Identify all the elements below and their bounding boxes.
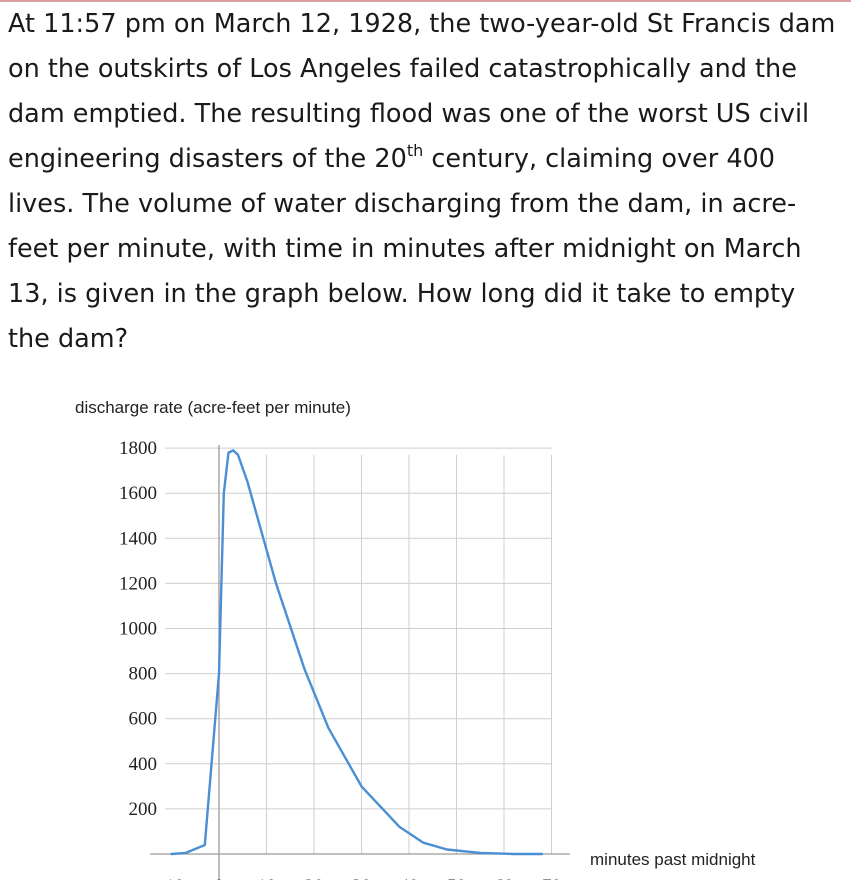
problem-text-part2: century, claiming over 400 lives. The vo… <box>8 144 802 354</box>
problem-text: At 11:57 pm on March 12, 1928, the two-y… <box>8 2 838 362</box>
y-tick-label: 1400 <box>119 528 157 549</box>
problem-text-part1: At 11:57 pm on March 12, 1928, the two-y… <box>8 9 836 174</box>
y-axis-title: discharge rate (acre-feet per minute) <box>75 398 351 417</box>
x-tick-label: 40 <box>400 876 419 880</box>
discharge-series-line <box>170 449 544 856</box>
y-tick-label: 800 <box>129 664 158 685</box>
x-tick-label: 70 <box>542 876 561 880</box>
x-tick-label: 10 <box>257 876 276 880</box>
y-tick-label: 600 <box>129 709 158 730</box>
y-tick-label: 400 <box>129 754 158 775</box>
x-axis-title: minutes past midnight <box>590 850 756 869</box>
y-tick-label: 1200 <box>119 573 157 594</box>
y-tick-label: 1000 <box>119 619 157 640</box>
x-tick-label: 20 <box>305 876 324 880</box>
x-tick-label: 0 <box>214 876 224 880</box>
top-border <box>0 0 851 2</box>
x-tick-label: 60 <box>495 876 514 880</box>
x-tick-label: 30 <box>352 876 371 880</box>
y-tick-label: 1800 <box>119 438 157 459</box>
y-tick-label: 1600 <box>119 483 157 504</box>
x-tick-label: 50 <box>447 876 466 880</box>
y-tick-label: 200 <box>129 799 158 820</box>
discharge-chart: 200 400 600 800 1000 1200 1400 1600 1800 -10 0 10 20… <box>75 398 756 880</box>
problem-text-superscript: th <box>406 140 424 160</box>
x-tick-label: -10 <box>159 876 184 880</box>
